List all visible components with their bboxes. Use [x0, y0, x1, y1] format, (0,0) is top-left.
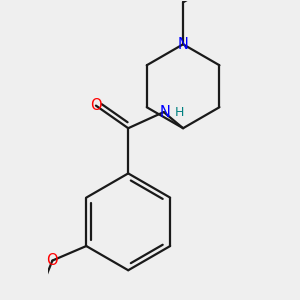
Text: O: O	[46, 253, 58, 268]
Text: N: N	[160, 105, 171, 120]
Text: O: O	[90, 98, 102, 113]
Text: N: N	[178, 37, 188, 52]
Text: H: H	[174, 106, 184, 118]
